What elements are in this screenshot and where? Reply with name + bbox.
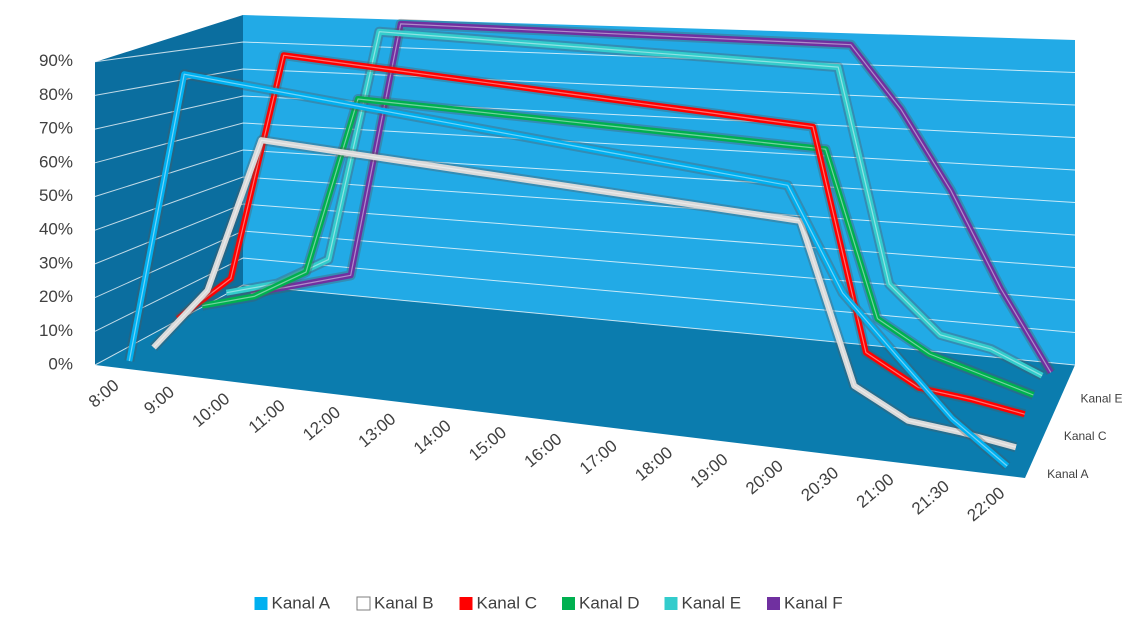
- grid-line: [94, 122, 1076, 171]
- depth-label: Kanal C: [1064, 429, 1107, 443]
- y-tick-label: 0%: [48, 354, 73, 373]
- series-line: [174, 50, 1027, 420]
- x-tick-label: 9:00: [140, 382, 178, 418]
- x-tick-label: 21:30: [908, 477, 953, 519]
- y-tick-label: 80%: [39, 85, 73, 104]
- x-tick-label: 14:00: [410, 416, 455, 458]
- grid-line: [94, 284, 1076, 366]
- legend-label: Kanal F: [784, 593, 843, 612]
- x-tick-label: 11:00: [245, 396, 289, 437]
- legend-swatch: [459, 597, 473, 610]
- series-line: [249, 18, 1056, 375]
- line: [126, 71, 1010, 469]
- line-highlight: [177, 54, 1025, 415]
- y-tick-label: 30%: [39, 253, 73, 272]
- x-tick-label: 8:00: [85, 376, 123, 412]
- x-tick-label: 17:00: [576, 436, 621, 478]
- x-tick-label: 15:00: [465, 423, 510, 465]
- depth-label: Kanal A: [1047, 467, 1088, 481]
- floor: [95, 285, 1075, 478]
- grid-line: [94, 203, 1076, 268]
- line-highlight: [201, 98, 1034, 396]
- y-tick-label: 10%: [39, 321, 73, 340]
- y-tick-label: 70%: [39, 119, 73, 138]
- legend-label: Kanal E: [682, 593, 742, 612]
- legend-label: Kanal B: [374, 593, 434, 612]
- x-tick-label: 20:30: [797, 463, 842, 505]
- x-tick-label: 13:00: [355, 409, 400, 451]
- line: [151, 137, 1017, 451]
- y-tick-label: 60%: [39, 152, 73, 171]
- legend-label: Kanal A: [272, 593, 331, 612]
- series-line: [201, 94, 1036, 400]
- grid-line: [94, 257, 1076, 333]
- x-tick-label: 12:00: [299, 403, 344, 445]
- series-line: [124, 69, 1011, 470]
- grid-line: [94, 149, 1076, 203]
- line: [201, 96, 1035, 398]
- line-highlight: [153, 139, 1017, 448]
- x-tick-label: 22:00: [964, 483, 1009, 525]
- series-line: [149, 135, 1018, 453]
- legend-label: Kanal D: [579, 593, 639, 612]
- x-tick-label: 10:00: [189, 389, 234, 431]
- side-wall: [95, 15, 243, 365]
- legend-swatch: [767, 597, 780, 610]
- line-highlight: [128, 73, 1008, 467]
- x-tick-label: 19:00: [687, 450, 732, 492]
- y-tick-label: 40%: [39, 220, 73, 239]
- x-tick-label: 20:00: [742, 456, 787, 498]
- legend-swatch: [562, 597, 575, 610]
- legend-swatch: [254, 597, 268, 610]
- grid-line: [94, 176, 1076, 236]
- y-tick-label: 50%: [39, 186, 73, 205]
- y-tick-label: 90%: [39, 51, 73, 70]
- legend-swatch: [664, 597, 678, 610]
- legend-swatch: [356, 596, 371, 611]
- depth-label: Kanal E: [1081, 391, 1123, 405]
- line-highlight: [250, 23, 1052, 373]
- x-tick-label: 18:00: [631, 443, 676, 485]
- grid-line: [94, 68, 1076, 106]
- legend-label: Kanal C: [477, 593, 537, 612]
- x-tick-label: 21:00: [853, 470, 898, 512]
- line: [175, 52, 1026, 418]
- x-tick-label: 16:00: [521, 429, 566, 471]
- line: [250, 20, 1054, 374]
- y-tick-label: 20%: [39, 287, 73, 306]
